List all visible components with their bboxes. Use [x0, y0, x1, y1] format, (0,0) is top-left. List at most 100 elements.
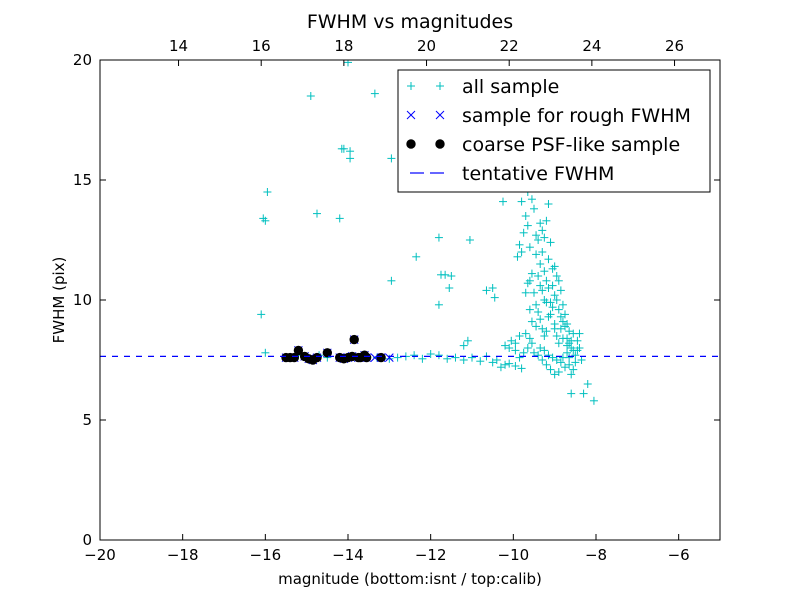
- data-point: [546, 238, 555, 247]
- legend-swatch: [435, 139, 445, 149]
- data-point: [387, 276, 396, 285]
- data-point: [511, 339, 520, 348]
- data-point: [527, 269, 536, 278]
- data-point: [492, 356, 501, 364]
- data-point: [536, 281, 545, 290]
- data-point: [579, 389, 588, 398]
- data-point: [515, 240, 524, 249]
- legend-entry: tentative FWHM: [410, 163, 614, 185]
- data-point: [505, 344, 514, 352]
- data-point: [583, 380, 592, 388]
- data-point: [459, 341, 468, 350]
- data-point: [312, 352, 322, 363]
- data-point: [556, 324, 565, 333]
- legend-label: sample for rough FWHM: [462, 105, 691, 127]
- data-point: [563, 341, 572, 350]
- data-point: [536, 315, 545, 324]
- top-tick-label: 18: [334, 37, 353, 55]
- data-point: [544, 351, 553, 360]
- data-point: [534, 308, 543, 316]
- data-point: [569, 365, 578, 374]
- data-point: [349, 334, 359, 345]
- data-point: [565, 360, 574, 369]
- data-point: [575, 344, 584, 352]
- data-point: [505, 359, 514, 368]
- plot-data: [100, 60, 720, 405]
- data-point: [534, 272, 543, 280]
- data-point: [556, 286, 565, 295]
- data-point: [532, 322, 541, 331]
- legend-swatch: [436, 82, 444, 90]
- data-point: [536, 344, 545, 352]
- data-point: [540, 346, 549, 355]
- data-point: [542, 360, 551, 369]
- data-point: [387, 154, 396, 163]
- data-point: [565, 353, 574, 362]
- y-tick-label: 10: [73, 291, 92, 309]
- data-point: [548, 303, 557, 312]
- y-tick-label: 5: [82, 411, 92, 429]
- data-point: [544, 200, 553, 208]
- legend-swatch: [406, 139, 416, 149]
- data-point: [523, 221, 532, 230]
- data-point: [523, 344, 532, 352]
- data-point: [544, 255, 553, 264]
- legend-swatch: [435, 110, 445, 120]
- data-point: [530, 288, 538, 297]
- data-point: [507, 336, 516, 345]
- data-point: [259, 214, 268, 223]
- data-point: [376, 352, 386, 363]
- data-point: [525, 243, 534, 252]
- data-point: [519, 228, 528, 237]
- data-point: [530, 348, 538, 357]
- data-point: [573, 336, 582, 345]
- data-point: [293, 345, 304, 356]
- data-point: [447, 272, 456, 280]
- data-point: [530, 204, 538, 213]
- top-tick-label: 16: [252, 37, 271, 55]
- legend-box: [397, 69, 711, 193]
- data-point: [534, 351, 543, 360]
- data-point: [517, 197, 526, 206]
- data-point: [306, 92, 315, 100]
- top-tick-label: 14: [169, 37, 188, 55]
- top-tick-label: 26: [665, 37, 684, 55]
- data-point: [542, 276, 551, 285]
- data-point: [519, 348, 528, 357]
- legend-swatch: [407, 82, 415, 90]
- data-point: [490, 293, 499, 302]
- legend-entry: sample for rough FWHM: [406, 105, 691, 127]
- data-point: [534, 236, 543, 244]
- data-point: [538, 286, 547, 295]
- data-point: [550, 320, 559, 328]
- data-point: [558, 334, 567, 343]
- data-point: [437, 270, 445, 279]
- data-point: [538, 248, 547, 256]
- data-point: [550, 370, 559, 379]
- data-point: [263, 188, 272, 196]
- data-point: [563, 348, 572, 357]
- data-point: [567, 370, 576, 379]
- data-point: [540, 267, 549, 276]
- data-point: [532, 250, 541, 259]
- top-tick-label: 22: [500, 37, 519, 55]
- data-point: [521, 329, 530, 338]
- data-point: [552, 356, 561, 364]
- y-axis: 0 5 10 15 20: [73, 51, 720, 549]
- legend-entry: coarse PSF-like sample: [406, 134, 680, 156]
- data-point: [313, 209, 321, 218]
- data-point: [525, 334, 534, 343]
- chart-title: FWHM vs magnitudes: [307, 11, 513, 33]
- data-point: [554, 368, 563, 376]
- y-tick-label: 0: [82, 531, 92, 549]
- x-tick-label: −16: [250, 546, 282, 564]
- x-tick-label: −12: [415, 546, 447, 564]
- data-point: [322, 348, 333, 358]
- data-point: [517, 248, 526, 256]
- x-tick-label: −10: [498, 546, 530, 564]
- data-point: [418, 354, 427, 363]
- data-point: [445, 284, 454, 292]
- data-point: [521, 212, 530, 220]
- data-point: [544, 284, 553, 292]
- data-point: [550, 291, 559, 300]
